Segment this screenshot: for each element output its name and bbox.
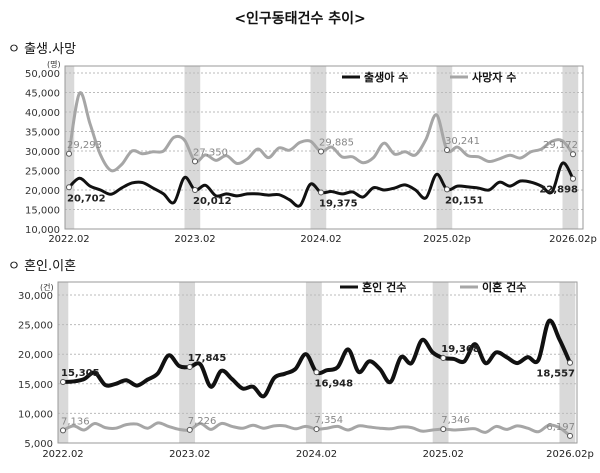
data-label: 22,898 — [539, 185, 578, 196]
data-marker — [66, 184, 72, 191]
x-tick-label: 2023.02 — [174, 234, 215, 245]
data-label: 20,151 — [445, 195, 484, 206]
data-label: 29,885 — [319, 137, 354, 148]
legend-label: 혼인 건수 — [362, 280, 406, 294]
x-tick-label: 2024.02 — [300, 234, 341, 245]
data-marker — [313, 369, 320, 376]
data-marker — [440, 426, 447, 433]
y-tick-label: 40,000 — [25, 108, 60, 119]
data-label: 16,948 — [315, 378, 354, 389]
y-tick-label: 25,000 — [18, 321, 53, 332]
data-label: 7,354 — [315, 415, 344, 426]
unit-label: (건) — [40, 282, 54, 292]
data-label: 17,845 — [188, 353, 227, 364]
data-label: 29,293 — [67, 140, 102, 151]
data-label: 18,557 — [536, 369, 575, 380]
section-title-births-deaths: ㅇ 출생.사망 — [8, 42, 77, 57]
x-tick-label: 2023.02 — [169, 449, 210, 460]
data-label: 7,226 — [188, 416, 217, 427]
y-tick-label: 30,000 — [25, 147, 60, 158]
x-tick-label: 2022.02 — [42, 449, 83, 460]
data-label: 19,375 — [319, 198, 358, 209]
legend-label: 이혼 건수 — [482, 280, 526, 294]
data-label: 30,241 — [445, 136, 480, 147]
legend-label: 사망자 수 — [472, 70, 516, 84]
data-marker — [313, 426, 320, 433]
y-tick-label: 10,000 — [25, 225, 60, 236]
data-marker — [444, 186, 450, 193]
y-tick-label: 45,000 — [25, 89, 60, 100]
highlight-band — [179, 282, 196, 443]
x-tick-label: 2024.02 — [296, 449, 337, 460]
highlight-band — [562, 66, 579, 229]
data-label: 20,012 — [193, 196, 232, 207]
data-marker — [186, 426, 193, 433]
plot-area — [57, 281, 578, 444]
y-tick-label: 30,000 — [18, 291, 53, 302]
highlight-band — [432, 282, 449, 443]
y-tick-label: 5,000 — [24, 439, 53, 450]
y-tick-label: 10,000 — [18, 409, 53, 420]
data-marker — [570, 175, 576, 182]
data-marker — [66, 150, 72, 157]
plot-area — [64, 65, 584, 230]
y-tick-label: 15,000 — [25, 206, 60, 217]
data-label: 7,136 — [61, 416, 90, 427]
y-tick-label: 25,000 — [25, 167, 60, 178]
section-title-marriages-divorces: ㅇ 혼인.이혼 — [8, 259, 77, 274]
data-marker — [192, 186, 198, 193]
data-marker — [192, 158, 198, 165]
data-label: 29,172 — [543, 140, 578, 151]
data-marker — [60, 427, 66, 434]
data-marker — [567, 359, 573, 366]
data-marker — [440, 354, 447, 361]
x-tick-label: 2025.02 — [423, 449, 464, 460]
x-tick-label: 2026.02p — [546, 449, 594, 460]
data-label: 15,305 — [61, 368, 100, 379]
y-tick-label: 20,000 — [18, 350, 53, 361]
data-marker — [318, 148, 324, 155]
y-tick-label: 20,000 — [25, 186, 60, 197]
data-marker — [186, 363, 193, 370]
x-tick-label: 2025.02p — [423, 234, 471, 245]
x-tick-label: 2026.02p — [549, 234, 597, 245]
x-tick-label: 2022.02 — [48, 234, 89, 245]
highlight-band — [305, 282, 322, 443]
data-marker — [567, 432, 573, 439]
data-marker — [570, 151, 576, 158]
data-label: 6,197 — [546, 422, 575, 433]
data-label: 20,702 — [67, 193, 106, 204]
unit-label: (명) — [47, 59, 61, 69]
data-marker — [60, 378, 66, 385]
page-title: <인구동태건수 추이> — [234, 11, 366, 27]
data-label: 27,350 — [193, 147, 228, 158]
data-label: 19,368 — [441, 344, 480, 355]
y-tick-label: 15,000 — [18, 380, 53, 391]
y-tick-label: 50,000 — [25, 69, 60, 80]
data-marker — [444, 147, 450, 154]
data-label: 7,346 — [441, 415, 470, 426]
highlight-band — [58, 282, 69, 443]
data-marker — [318, 189, 324, 196]
y-tick-label: 35,000 — [25, 128, 60, 139]
legend-label: 출생아 수 — [364, 70, 408, 84]
